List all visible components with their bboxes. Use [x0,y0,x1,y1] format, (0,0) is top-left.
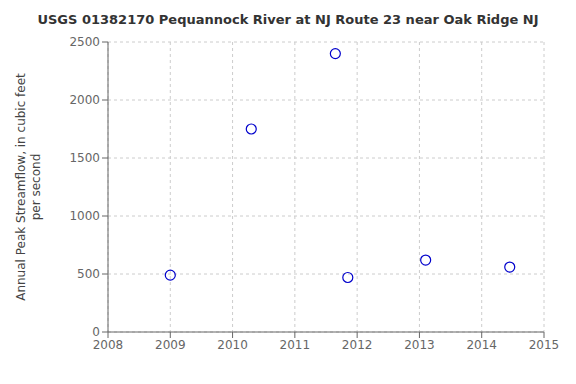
svg-text:2500: 2500 [69,35,100,49]
svg-text:1500: 1500 [69,151,100,165]
html-text:USGS 01382170 Pequannock River: USGS 01382170 Pequannock River at NJ Rou… [37,12,539,27]
svg-text:2012: 2012 [342,338,373,352]
svg-text:500: 500 [77,267,100,281]
svg-text:2000: 2000 [69,93,100,107]
svg-text:0: 0 [92,325,100,339]
svg-text:2013: 2013 [404,338,435,352]
svg-text:2011: 2011 [280,338,311,352]
svg-text:Annual Peak Streamflow, in cub: Annual Peak Streamflow, in cubic feetper… [14,73,43,301]
svg-text:2008: 2008 [93,338,124,352]
svg-text:2010: 2010 [217,338,248,352]
svg-text:1000: 1000 [69,209,100,223]
svg-text:2009: 2009 [155,338,186,352]
svg-text:2015: 2015 [529,338,560,352]
svg-text:2014: 2014 [466,338,497,352]
